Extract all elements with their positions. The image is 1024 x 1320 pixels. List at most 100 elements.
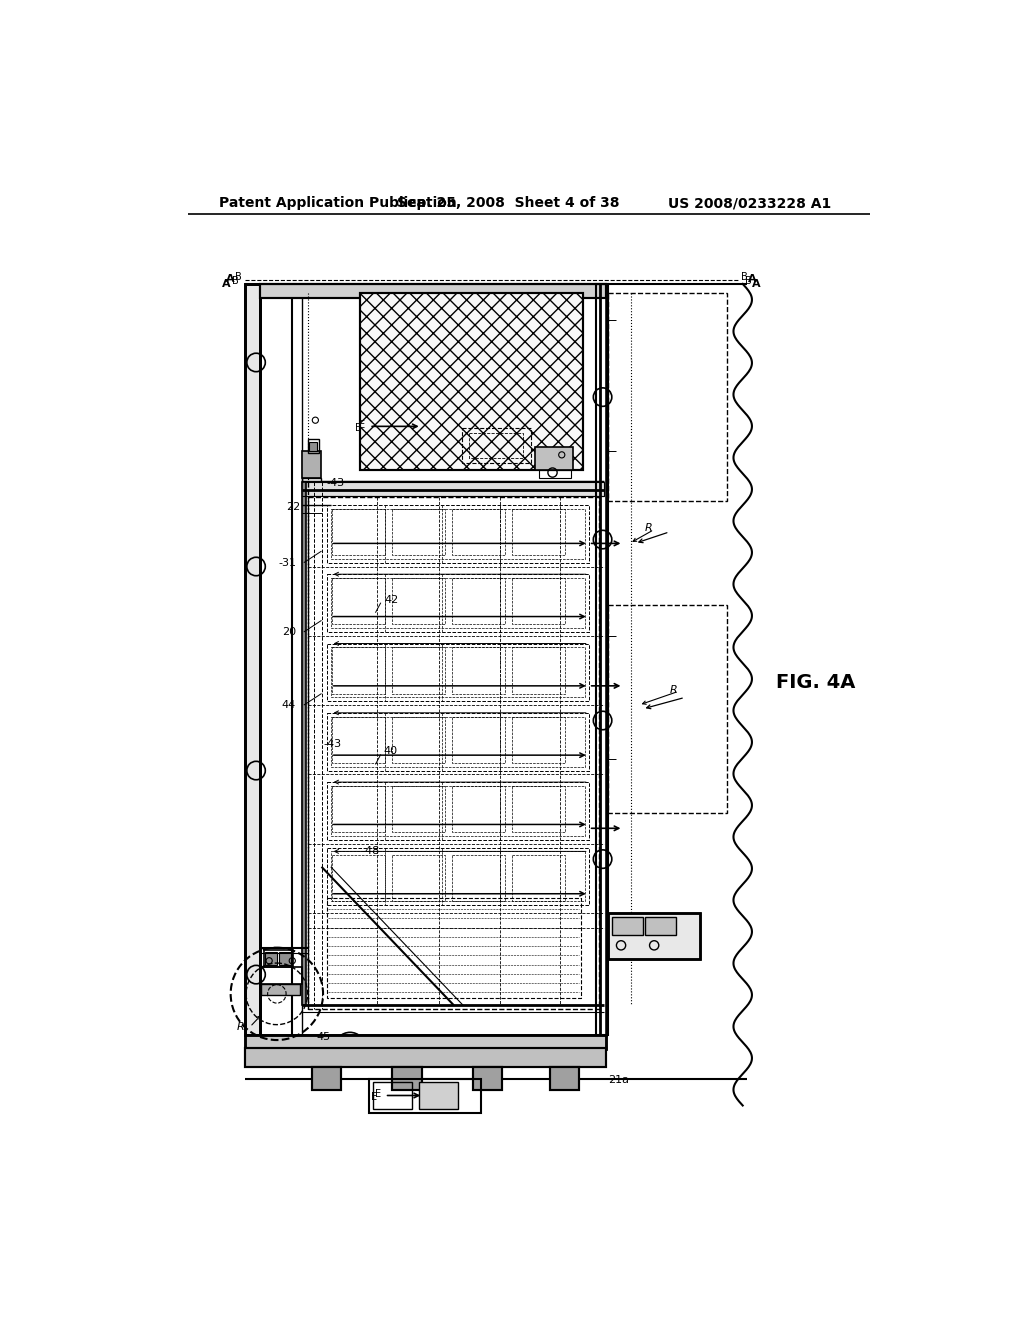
Bar: [327, 847, 589, 906]
Text: A: A: [752, 279, 761, 289]
Bar: [608, 605, 727, 813]
Text: E: E: [355, 422, 361, 433]
Bar: [311, 1067, 341, 1090]
Bar: [307, 498, 599, 1010]
Text: Sep. 25, 2008  Sheet 4 of 38: Sep. 25, 2008 Sheet 4 of 38: [396, 197, 620, 210]
Text: -43: -43: [326, 478, 344, 488]
Bar: [333, 578, 385, 624]
Bar: [331, 508, 585, 558]
Bar: [608, 913, 700, 960]
Bar: [550, 1067, 580, 1090]
Bar: [307, 440, 319, 453]
Text: 45: 45: [316, 1032, 331, 1043]
Text: R: R: [237, 1022, 245, 1032]
Text: E: E: [375, 1089, 381, 1100]
Text: FIG. 4A: FIG. 4A: [776, 672, 855, 692]
Bar: [512, 785, 565, 832]
Bar: [327, 506, 589, 562]
Text: B: B: [231, 276, 239, 286]
Bar: [473, 1067, 503, 1090]
Bar: [301, 478, 321, 487]
Bar: [512, 508, 565, 554]
Text: 21a: 21a: [608, 1074, 629, 1085]
Text: A: A: [749, 275, 757, 284]
Text: B: B: [741, 272, 748, 282]
Bar: [245, 1048, 606, 1067]
Bar: [333, 717, 385, 763]
Bar: [245, 1048, 606, 1067]
Bar: [392, 785, 444, 832]
Bar: [360, 293, 584, 470]
Bar: [301, 482, 604, 496]
Bar: [469, 433, 523, 458]
Bar: [245, 1035, 606, 1048]
Text: A: A: [222, 279, 230, 289]
Bar: [260, 284, 606, 298]
Bar: [333, 508, 385, 554]
Bar: [260, 284, 606, 1035]
Bar: [260, 966, 302, 983]
Bar: [392, 1067, 422, 1090]
Bar: [453, 578, 505, 624]
Bar: [608, 293, 727, 502]
Bar: [373, 1082, 412, 1109]
Bar: [245, 1035, 606, 1048]
Bar: [392, 855, 444, 902]
Bar: [301, 482, 306, 1006]
Bar: [453, 508, 505, 554]
Bar: [453, 855, 505, 902]
Text: 40: 40: [383, 746, 397, 756]
Bar: [462, 428, 531, 462]
Bar: [453, 717, 505, 763]
Bar: [245, 284, 260, 1035]
Bar: [260, 284, 606, 298]
Text: -43: -43: [323, 739, 341, 748]
Bar: [265, 952, 276, 965]
Bar: [333, 647, 385, 693]
Bar: [327, 713, 589, 771]
Bar: [473, 1067, 503, 1090]
Text: 44: 44: [282, 700, 296, 710]
Bar: [512, 578, 565, 624]
Text: 20: 20: [282, 627, 296, 638]
Text: Patent Application Publication: Patent Application Publication: [219, 197, 457, 210]
Text: R: R: [670, 685, 677, 694]
Text: A: A: [226, 275, 234, 284]
Bar: [333, 785, 385, 832]
Bar: [309, 442, 316, 451]
Bar: [645, 917, 676, 936]
Bar: [535, 447, 573, 470]
Text: -48: -48: [361, 846, 380, 857]
Bar: [370, 1078, 481, 1113]
Bar: [419, 1082, 458, 1109]
Text: B: B: [745, 276, 752, 286]
Bar: [392, 1067, 422, 1090]
Bar: [280, 952, 291, 965]
Bar: [608, 913, 700, 960]
Bar: [331, 785, 585, 836]
Bar: [512, 717, 565, 763]
Text: R: R: [645, 523, 652, 533]
Bar: [512, 855, 565, 902]
Bar: [453, 647, 505, 693]
Bar: [596, 284, 608, 1035]
Text: E: E: [359, 420, 366, 430]
Bar: [453, 785, 505, 832]
Bar: [333, 855, 385, 902]
Bar: [261, 983, 300, 995]
Bar: [331, 578, 585, 628]
Bar: [392, 578, 444, 624]
Bar: [512, 647, 565, 693]
Bar: [245, 284, 260, 1035]
Bar: [301, 451, 321, 478]
Text: 22: 22: [286, 502, 300, 512]
Bar: [392, 647, 444, 693]
Bar: [550, 1067, 580, 1090]
Bar: [360, 293, 584, 470]
Bar: [331, 851, 585, 902]
Text: B: B: [236, 272, 243, 282]
Bar: [331, 647, 585, 697]
Bar: [331, 717, 585, 767]
Bar: [264, 950, 293, 966]
Text: -31: -31: [279, 557, 296, 568]
